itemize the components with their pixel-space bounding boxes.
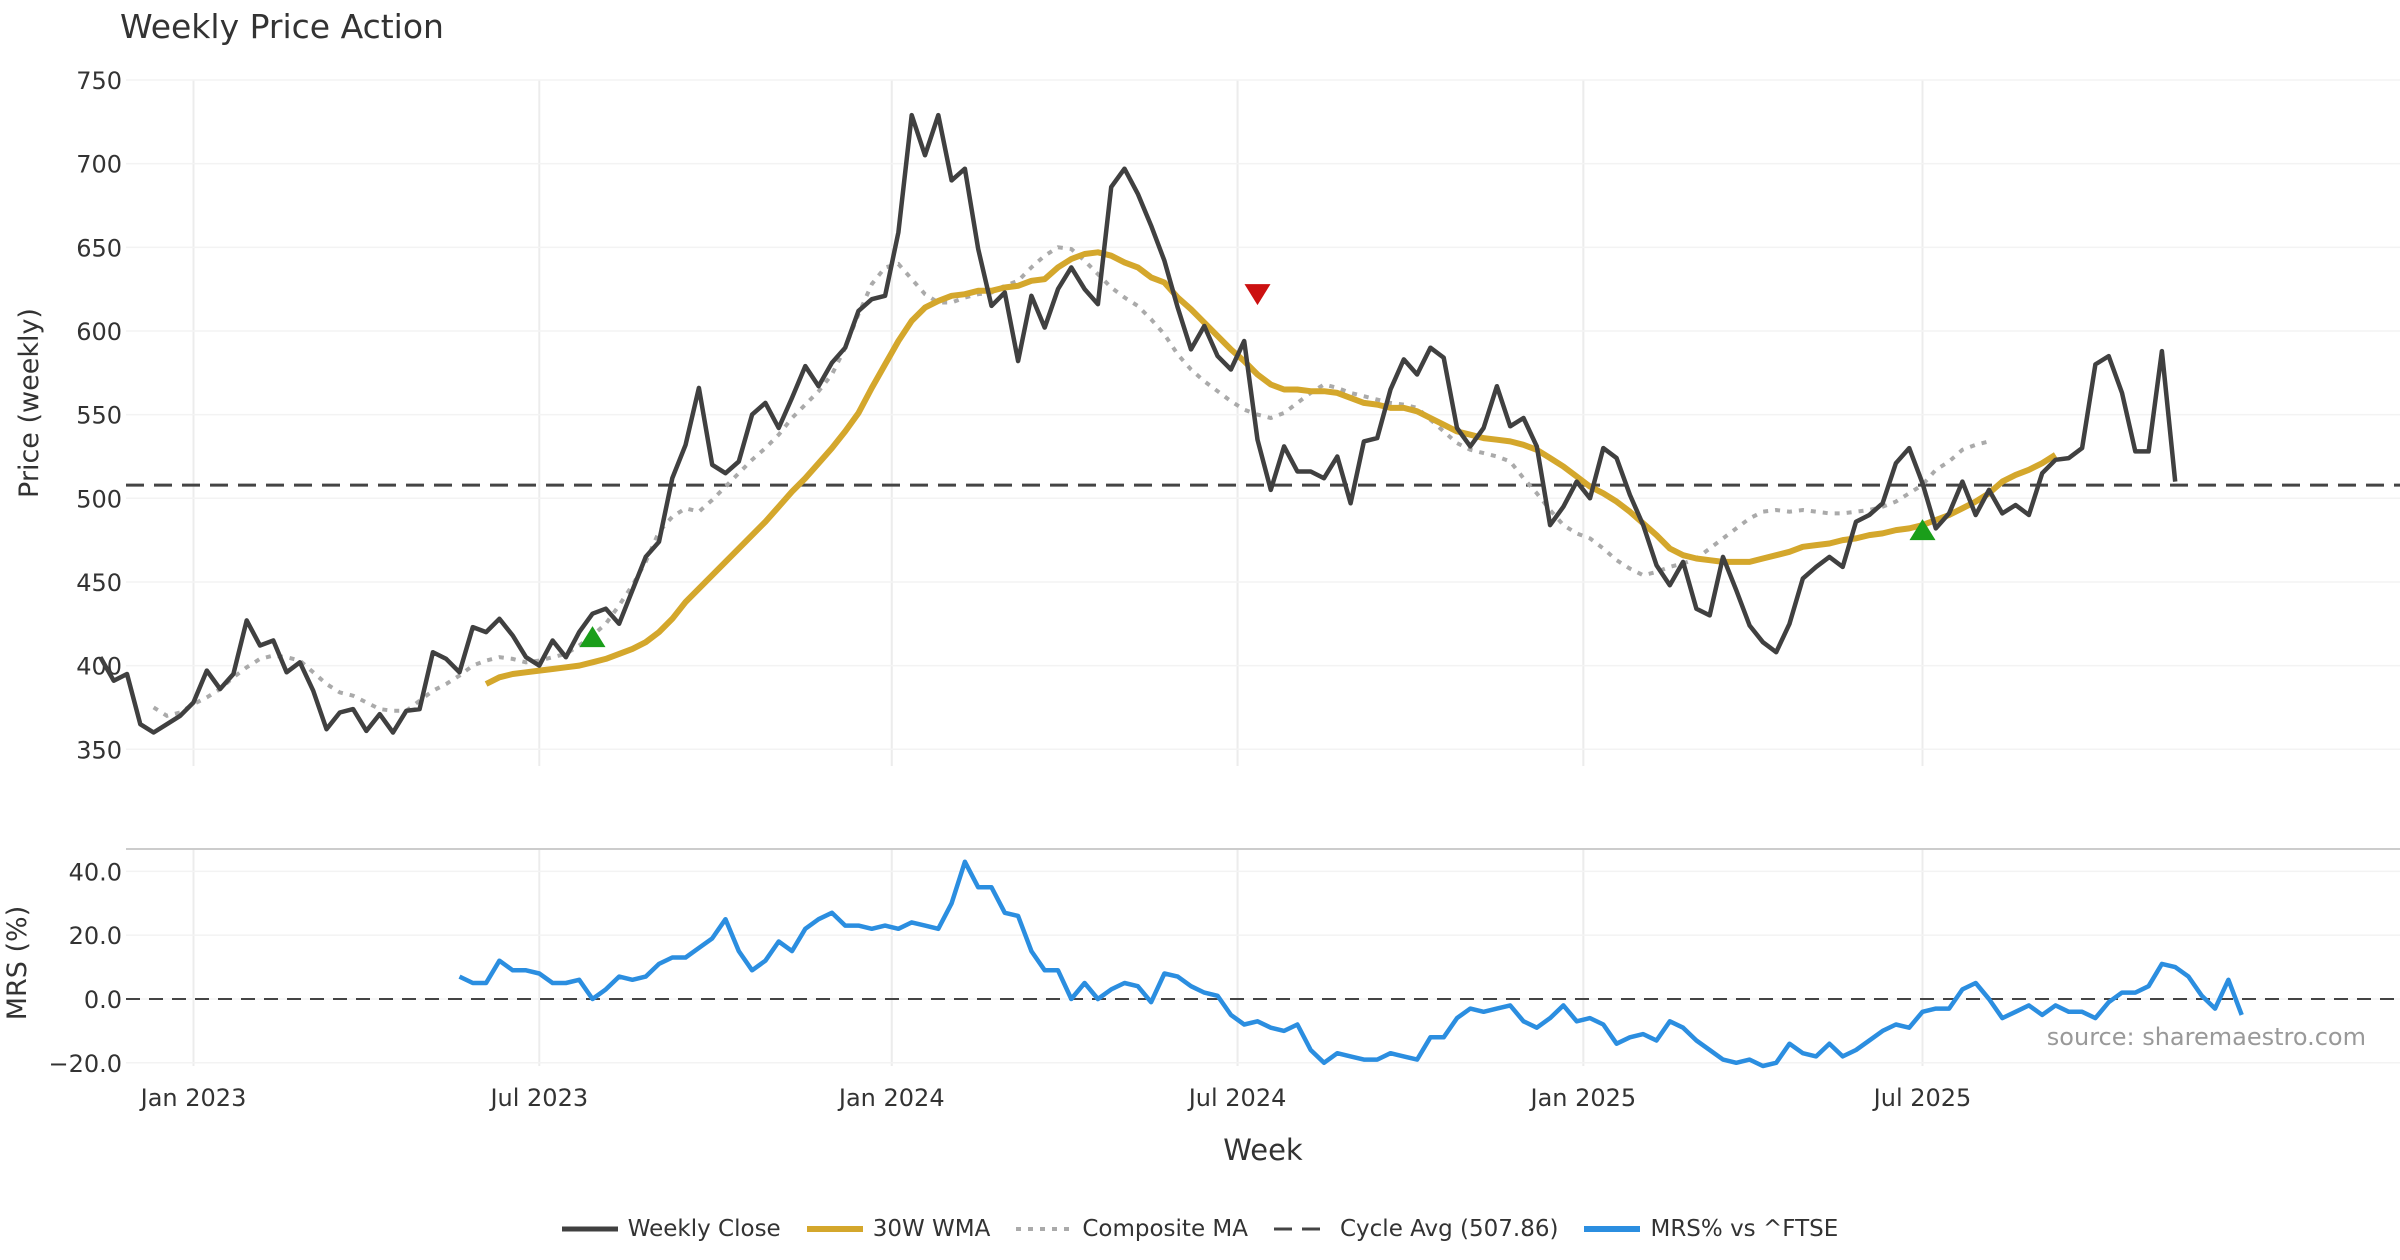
composite-ma-series: [152, 245, 1990, 718]
price-y-tick-label: 550: [76, 402, 122, 430]
legend-swatch-close: [561, 1226, 618, 1232]
wma-series: [484, 249, 2058, 687]
legend-item-composite: Composite MA: [1016, 1216, 1248, 1242]
x-tick-label: Jan 2023: [139, 1084, 247, 1112]
legend-swatch-mrs: [1584, 1226, 1641, 1232]
legend: Weekly Close 30W WMA Composite MA Cycle …: [0, 1212, 2400, 1246]
chart-title: Weekly Price Action: [120, 7, 444, 46]
price-y-tick-label: 400: [76, 653, 122, 681]
x-axis-label: Week: [1223, 1133, 1303, 1167]
legend-label-close: Weekly Close: [627, 1216, 781, 1242]
legend-label-composite: Composite MA: [1082, 1216, 1248, 1242]
x-tick-label: Jan 2025: [1528, 1084, 1636, 1112]
sell-signal-marker: [1244, 284, 1271, 306]
price-y-tick-label: 500: [76, 485, 122, 513]
legend-swatch-composite: [1016, 1227, 1073, 1231]
price-y-tick-label: 700: [76, 151, 122, 179]
grid-lines: [126, 79, 2400, 1066]
legend-item-wma: 30W WMA: [806, 1216, 991, 1242]
legend-swatch-cycle: [1273, 1227, 1330, 1231]
price-y-axis-label: Price (weekly): [14, 308, 45, 498]
price-y-tick-label: 450: [76, 569, 122, 597]
price-y-tick-label: 350: [76, 736, 122, 764]
price-y-tick-label: 750: [76, 67, 122, 95]
signal-markers: [579, 284, 1936, 648]
price-y-tick-label: 650: [76, 234, 122, 262]
x-tick-label: Jul 2025: [1872, 1084, 1972, 1112]
price-y-ticks: 350 400 450 500 550 600 650 700 750: [76, 67, 122, 764]
buy-signal-marker: [1909, 519, 1936, 541]
x-ticks: Jan 2023 Jul 2023 Jan 2024 Jul 2024 Jan 2025…: [139, 1084, 1972, 1112]
mrs-y-tick-label: −20.0: [48, 1050, 122, 1078]
legend-item-mrs: MRS% vs ^FTSE: [1584, 1216, 1838, 1242]
weekly-close-series: [98, 112, 2178, 735]
source-label: source: sharemaestro.com: [2047, 1023, 2366, 1051]
legend-item-cycle: Cycle Avg (507.86): [1273, 1216, 1559, 1242]
mrs-series: [458, 859, 2244, 1069]
mrs-y-axis-label: MRS (%): [2, 906, 33, 1021]
legend-label-cycle: Cycle Avg (507.86): [1339, 1216, 1559, 1242]
legend-label-mrs: MRS% vs ^FTSE: [1650, 1216, 1839, 1242]
legend-item-close: Weekly Close: [561, 1216, 781, 1242]
x-tick-label: Jan 2024: [837, 1084, 945, 1112]
x-tick-label: Jul 2024: [1187, 1084, 1287, 1112]
legend-swatch-wma: [806, 1226, 863, 1232]
mrs-y-tick-label: 20.0: [69, 922, 122, 950]
buy-signal-marker: [579, 626, 606, 648]
mrs-y-ticks: −20.0 0.0 20.0 40.0: [48, 858, 122, 1077]
legend-label-wma: 30W WMA: [872, 1216, 991, 1242]
x-tick-label: Jul 2023: [488, 1084, 588, 1112]
mrs-y-tick-label: 40.0: [69, 858, 122, 886]
price-y-tick-label: 600: [76, 318, 122, 346]
mrs-y-tick-label: 0.0: [84, 986, 122, 1014]
